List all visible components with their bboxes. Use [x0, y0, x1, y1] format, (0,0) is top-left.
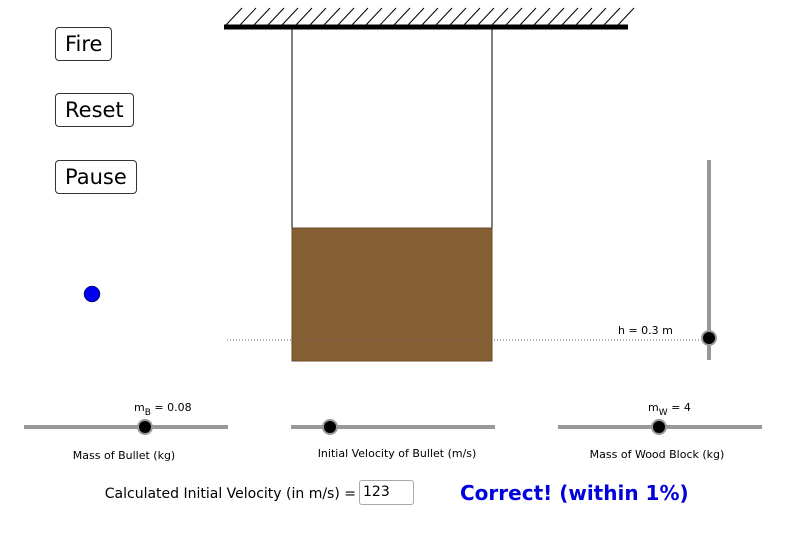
pause-button[interactable]: Pause [55, 160, 137, 194]
hatch-line [337, 7, 355, 26]
slider-knob[interactable] [701, 330, 717, 346]
hatch-line [589, 7, 607, 26]
hatch-line [575, 7, 593, 26]
hatch-line [393, 7, 411, 26]
ceiling-hatch [225, 7, 635, 26]
hatch-line [519, 7, 537, 26]
hatch-line [603, 7, 621, 26]
answer-prompt: Calculated Initial Velocity (in m/s) = [105, 486, 356, 502]
hatch-line [379, 7, 397, 26]
height-label: h = 0.3 m [618, 324, 673, 337]
slider-value: mB = 0.08 [134, 401, 192, 418]
wood-block [291, 227, 493, 362]
hatch-line [533, 7, 551, 26]
slider-knob[interactable] [137, 419, 153, 435]
hatch-line [225, 7, 243, 26]
hatch-line [561, 7, 579, 26]
slider-knob[interactable] [651, 419, 667, 435]
hatch-line [407, 7, 425, 26]
bullet [83, 285, 101, 303]
hatch-line [323, 7, 341, 26]
slider-label: Mass of Bullet (kg) [73, 449, 175, 462]
hatch-line [547, 7, 565, 26]
slider-knob[interactable] [322, 419, 338, 435]
hatch-line [239, 7, 257, 26]
hatch-line [477, 7, 495, 26]
feedback: Correct! (within 1%) [460, 481, 689, 505]
slider-value: mW = 4 [648, 401, 691, 418]
hatch-line [491, 7, 509, 26]
fire-button[interactable]: Fire [55, 27, 113, 61]
hatch-line [449, 7, 467, 26]
hatch-line [435, 7, 453, 26]
slider-label: Mass of Wood Block (kg) [590, 448, 725, 461]
hatch-line [365, 7, 383, 26]
answer-input[interactable]: 123 [359, 480, 414, 505]
reset-button[interactable]: Reset [55, 93, 134, 127]
hatch-line [421, 7, 439, 26]
hatch-line [253, 7, 271, 26]
hatch-line [309, 7, 327, 26]
slider-label: Initial Velocity of Bullet (m/s) [318, 447, 477, 460]
hatch-line [351, 7, 369, 26]
hatch-line [295, 7, 313, 26]
hatch-line [463, 7, 481, 26]
hatch-line [281, 7, 299, 26]
hatch-line [505, 7, 523, 26]
hatch-line [267, 7, 285, 26]
hatch-line [617, 7, 635, 26]
